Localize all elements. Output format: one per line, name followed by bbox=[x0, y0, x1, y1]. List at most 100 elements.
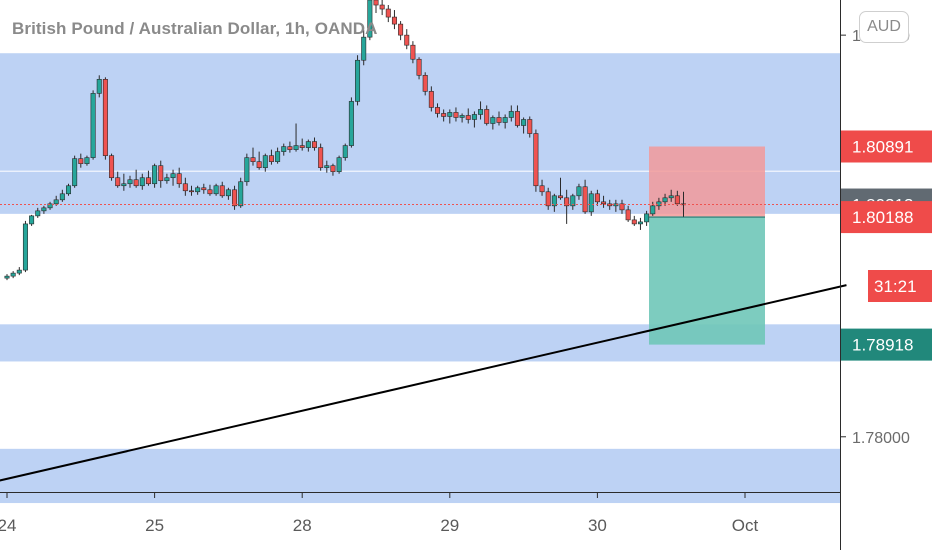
bear-candle-body bbox=[219, 185, 225, 197]
bear-candle-body bbox=[318, 147, 324, 168]
candle bbox=[59, 189, 65, 202]
bear-candle-body bbox=[232, 189, 238, 207]
bear-candle-body bbox=[453, 112, 459, 118]
candle bbox=[367, 0, 373, 41]
bull-candle-body bbox=[650, 205, 656, 215]
entry-price-badge-bg bbox=[841, 201, 932, 234]
candle bbox=[557, 177, 563, 200]
bear-candle-body bbox=[78, 158, 84, 164]
time-tick-label: 28 bbox=[293, 516, 312, 535]
candle bbox=[355, 55, 361, 106]
stop-loss-price-badge-text: 1.80891 bbox=[852, 137, 913, 156]
bull-candle-body bbox=[121, 183, 127, 187]
bull-candle-body bbox=[170, 173, 176, 179]
candle bbox=[84, 155, 90, 166]
bear-candle-body bbox=[527, 119, 533, 134]
countdown-badge-text: 31:21 bbox=[874, 277, 917, 296]
bear-candle-body bbox=[398, 23, 404, 36]
candle bbox=[250, 147, 256, 166]
bear-candle-body bbox=[391, 16, 397, 25]
sr-zone-4 bbox=[0, 448, 840, 504]
bear-candle-body bbox=[514, 111, 520, 126]
bull-candle-body bbox=[195, 187, 201, 193]
candle bbox=[410, 41, 416, 64]
entry-price-badge: 1.80188 bbox=[841, 201, 932, 234]
candle bbox=[72, 155, 78, 188]
candle bbox=[109, 153, 115, 181]
currency-button[interactable]: AUD bbox=[859, 11, 909, 43]
bull-candle-body bbox=[662, 197, 668, 203]
bull-candle-body bbox=[348, 101, 354, 146]
candle bbox=[428, 86, 434, 112]
candle bbox=[631, 215, 637, 226]
candle bbox=[78, 153, 84, 168]
bear-candle-body bbox=[625, 209, 631, 221]
candle bbox=[539, 179, 545, 196]
position-tool[interactable] bbox=[649, 146, 765, 345]
candle bbox=[262, 153, 268, 172]
bull-candle-body bbox=[225, 189, 231, 197]
candle bbox=[213, 183, 219, 196]
candle bbox=[293, 123, 299, 152]
candle bbox=[644, 210, 650, 226]
candle bbox=[576, 183, 582, 200]
candle bbox=[152, 163, 158, 188]
candle bbox=[305, 139, 311, 152]
bear-candle-body bbox=[484, 109, 490, 124]
bear-candle-body bbox=[465, 115, 471, 120]
stop-loss-zone bbox=[649, 146, 765, 218]
bear-candle-body bbox=[594, 193, 600, 203]
overlay-layer bbox=[0, 204, 847, 482]
candle bbox=[373, 0, 379, 14]
stop-loss-price-badge: 1.80891 bbox=[841, 130, 932, 163]
candle bbox=[674, 190, 680, 206]
bull-candle-body bbox=[90, 93, 96, 158]
candle bbox=[225, 187, 231, 200]
candle bbox=[619, 199, 625, 214]
candle bbox=[207, 184, 213, 196]
candle bbox=[176, 167, 182, 188]
bull-candle-body bbox=[324, 165, 330, 168]
bear-candle-body bbox=[330, 165, 336, 172]
bear-candle-body bbox=[311, 141, 317, 148]
symbol-title: British Pound / Australian Dollar, 1h, O… bbox=[12, 19, 378, 38]
candle bbox=[533, 129, 539, 192]
candle bbox=[361, 30, 367, 66]
candle bbox=[281, 143, 287, 156]
take-profit-price-badge-text: 1.78918 bbox=[852, 336, 913, 355]
candle bbox=[527, 116, 533, 138]
candle bbox=[570, 193, 576, 210]
candle bbox=[115, 171, 121, 188]
bear-candle-body bbox=[564, 197, 570, 207]
candle bbox=[170, 169, 176, 186]
bull-candle-body bbox=[53, 199, 59, 205]
bear-candle-body bbox=[533, 133, 539, 187]
bull-candle-body bbox=[508, 111, 514, 118]
candle bbox=[29, 214, 35, 226]
bull-candle-body bbox=[478, 109, 484, 115]
candle bbox=[324, 160, 330, 173]
bull-candle-body bbox=[281, 146, 287, 152]
bear-candle-body bbox=[182, 183, 188, 192]
candle bbox=[471, 111, 477, 128]
entry-price-badge-text: 1.80188 bbox=[852, 208, 913, 227]
candle bbox=[502, 114, 508, 129]
candle bbox=[145, 170, 151, 186]
bear-candle-body bbox=[109, 155, 115, 179]
bull-candle-body bbox=[152, 165, 158, 185]
candle bbox=[22, 220, 28, 273]
candle bbox=[656, 197, 662, 210]
candle bbox=[158, 160, 164, 188]
candle bbox=[256, 151, 262, 170]
bull-candle-body bbox=[139, 177, 145, 187]
candle bbox=[330, 163, 336, 176]
candle bbox=[385, 5, 391, 23]
bull-candle-body bbox=[668, 195, 674, 199]
bear-candle-body bbox=[428, 91, 434, 108]
time-tick-label: 30 bbox=[588, 516, 607, 535]
candle bbox=[379, 0, 385, 16]
bull-candle-body bbox=[637, 221, 643, 225]
bull-candle-body bbox=[336, 157, 342, 172]
